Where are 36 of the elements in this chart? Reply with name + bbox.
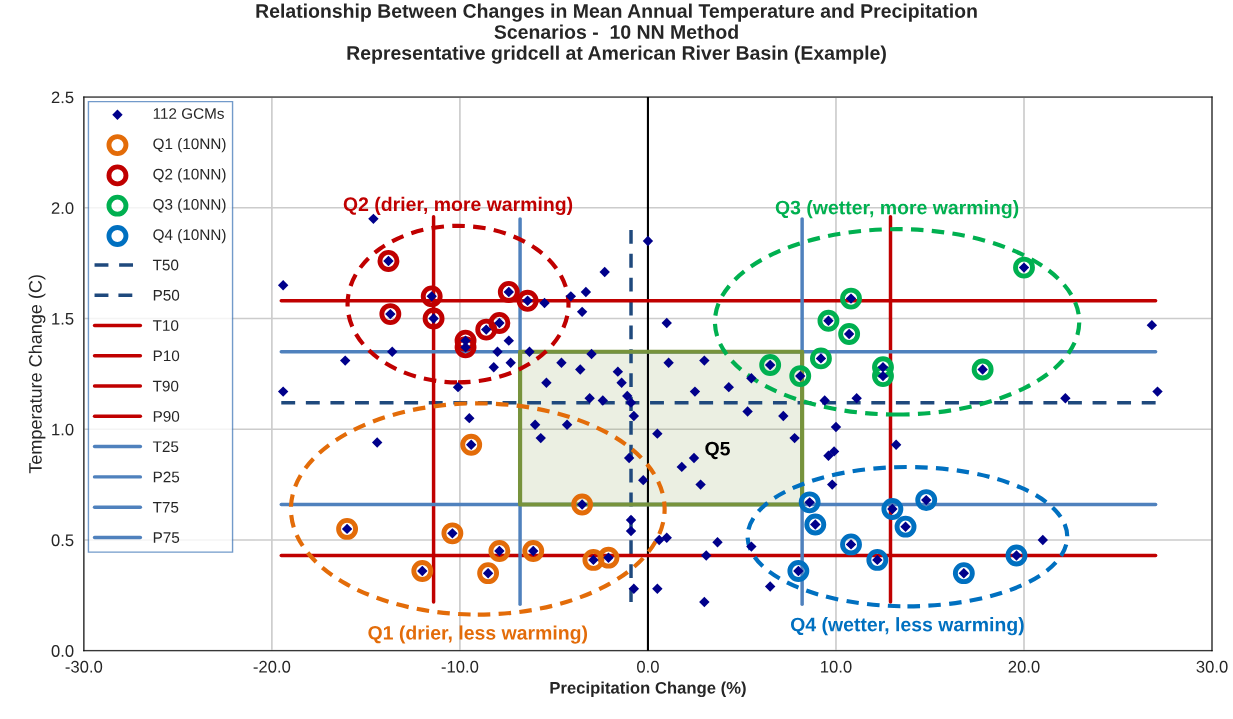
legend-label: T10 bbox=[152, 320, 179, 331]
legend-label: P10 bbox=[153, 350, 180, 362]
legend-label: T50 bbox=[152, 259, 179, 271]
x-axis-title: Precipitation Change (%) bbox=[550, 681, 746, 698]
legend-label: 112 GCMs bbox=[153, 108, 224, 119]
x-tick-label: -20.0 bbox=[253, 660, 291, 673]
x-tick-label: 0.0 bbox=[637, 660, 659, 673]
legend-label: P75 bbox=[153, 532, 180, 543]
y-tick-label: 1.0 bbox=[52, 423, 74, 436]
legend-label: P90 bbox=[153, 411, 180, 422]
y-tick-label: 0.5 bbox=[51, 534, 74, 547]
annotation: Q5 bbox=[705, 441, 730, 460]
x-tick-label: 10.0 bbox=[821, 660, 852, 673]
y-tick-label: 0.0 bbox=[51, 645, 74, 657]
legend-label: P25 bbox=[153, 471, 180, 483]
legend-label: Q2 (10NN) bbox=[153, 168, 226, 183]
legend-label: T25 bbox=[152, 441, 179, 453]
legend-label: P50 bbox=[153, 289, 180, 301]
annotation: Q1 (drier, less warming) bbox=[368, 625, 588, 644]
legend-label: Q1 (10NN) bbox=[153, 138, 226, 153]
annotation: Q2 (drier, more warming) bbox=[343, 196, 573, 216]
legend-label: Q3 (10NN) bbox=[153, 198, 226, 213]
y-tick-label: 2.5 bbox=[51, 91, 74, 104]
annotation: Q3 (wetter, more warming) bbox=[775, 200, 1019, 219]
x-tick-label: 20.0 bbox=[1008, 660, 1040, 673]
x-tick-label: 30.0 bbox=[1196, 660, 1228, 673]
legend-label: T90 bbox=[152, 380, 179, 392]
x-tick-label: -30.0 bbox=[65, 660, 103, 673]
chart-title: Relationship Between Changes in Mean Annual Temperature and Precipitation Scenarios - 10 NN Method Representative gridcell at American River Basin (Example) bbox=[256, 3, 977, 64]
y-tick-label: 1.5 bbox=[52, 313, 74, 325]
annotation: Q4 (wetter, less warming) bbox=[790, 617, 1024, 636]
y-tick-label: 2.0 bbox=[51, 202, 74, 214]
legend-label: T75 bbox=[152, 502, 179, 513]
legend-label: Q4 (10NN) bbox=[153, 228, 226, 244]
y-axis-title: Temperature Change (C) bbox=[28, 275, 46, 474]
x-tick-label: -10.0 bbox=[441, 660, 479, 673]
